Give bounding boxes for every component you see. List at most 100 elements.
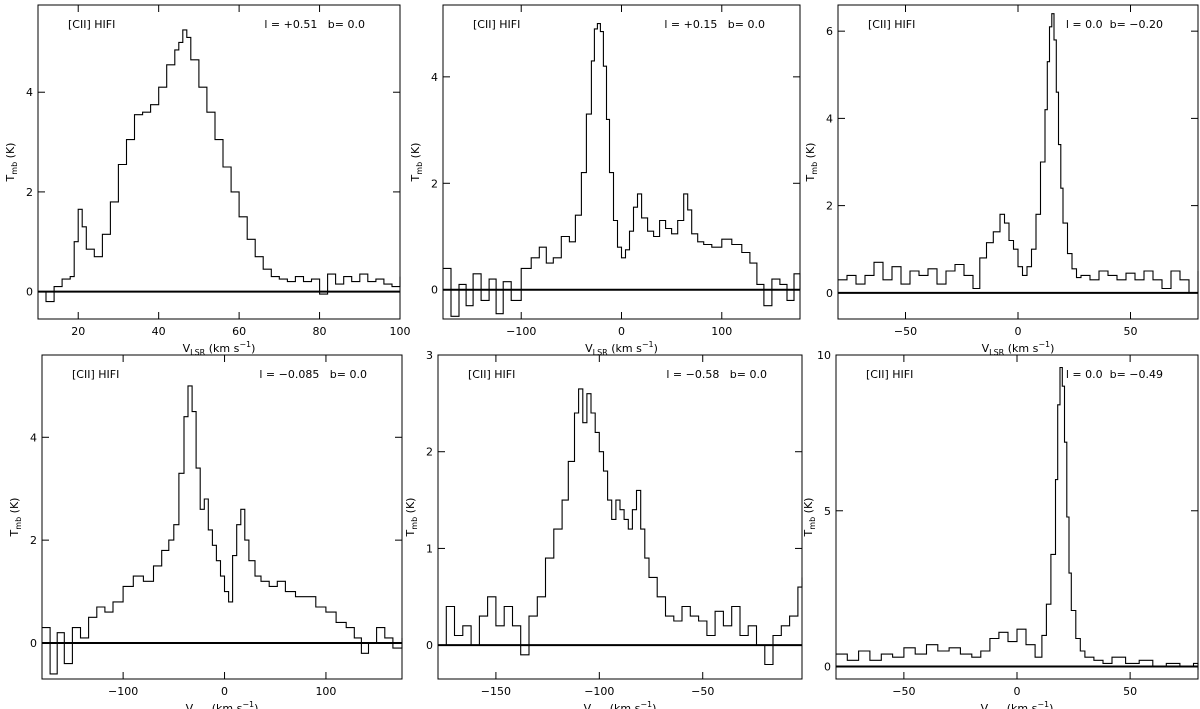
y-axis-title: Tmb (K) <box>409 143 424 183</box>
x-axis-title-exp: −1 <box>1037 700 1049 709</box>
y-axis-title-sub: mb <box>810 162 819 175</box>
x-tick-label: −100 <box>108 685 138 698</box>
x-tick-label: 80 <box>313 325 327 338</box>
x-tick-label: −100 <box>584 685 614 698</box>
y-axis-title-sub: mb <box>410 517 419 530</box>
x-axis-title-unit: (km s <box>1004 342 1038 355</box>
x-axis-title-close: ) <box>1049 702 1053 709</box>
x-tick-label: 100 <box>390 325 411 338</box>
x-axis-title-close: ) <box>251 342 255 355</box>
spectrum-trace <box>38 29 401 303</box>
x-tick-label: 0 <box>618 325 625 338</box>
spectrum-trace <box>838 13 1199 294</box>
plot-frame <box>37 4 401 320</box>
y-axis-title: Tmb (K) <box>404 498 419 538</box>
coords-label: l = +0.15 b= 0.0 <box>664 18 765 31</box>
x-axis-title-close: ) <box>654 342 658 355</box>
x-axis-title: VLSR (km s−1) <box>981 700 1054 709</box>
x-axis-title-main: V <box>585 342 593 355</box>
x-axis-title-close: ) <box>1050 342 1054 355</box>
y-axis-title: Tmb (K) <box>802 498 817 538</box>
y-tick-label: 4 <box>431 71 438 84</box>
y-axis-title-main: T <box>804 174 817 182</box>
y-tick-label: 2 <box>30 534 37 547</box>
y-tick-label: 0 <box>431 284 438 297</box>
plot-frame <box>442 4 801 320</box>
y-axis-title-sub: mb <box>14 517 23 530</box>
y-tick-label: 4 <box>826 112 833 125</box>
x-tick-label: 20 <box>71 325 85 338</box>
x-axis-title-sub: LSR <box>989 348 1005 357</box>
y-tick-label: 3 <box>426 349 433 362</box>
line-label: [CII] HIFI <box>468 368 515 381</box>
x-tick-label: −50 <box>892 685 915 698</box>
y-axis-title-main: T <box>404 529 417 537</box>
x-tick-label: −50 <box>894 325 917 338</box>
x-axis-title-exp: −1 <box>1038 340 1050 349</box>
x-axis-title-main: V <box>584 702 592 709</box>
x-axis-title-sub: LSR <box>593 348 609 357</box>
y-axis-title: Tmb (K) <box>804 143 819 183</box>
spectrum-panel-2: −100 0 100 0 2 4 [CII] HIFI l = +0.15 b= 0.0 VLS… <box>409 4 801 357</box>
y-axis-title-main: T <box>8 529 21 537</box>
y-tick-label: 5 <box>824 505 831 518</box>
y-axis-title-unit: (K) <box>802 498 815 517</box>
x-tick-label: 0 <box>1015 325 1022 338</box>
coords-label: l = 0.0 b= −0.20 <box>1066 18 1163 31</box>
x-axis-title-exp: −1 <box>642 340 654 349</box>
x-tick-label: 50 <box>1124 325 1138 338</box>
y-axis-title-sub: mb <box>415 162 424 175</box>
spectrum-panel-4: −100 0 100 0 2 4 [CII] HIFI l = −0.085 b= 0.0 VL… <box>8 354 403 709</box>
x-axis-title: VLSR (km s−1) <box>982 340 1055 357</box>
y-tick-label: 2 <box>426 446 433 459</box>
y-tick-label: 0 <box>30 637 37 650</box>
line-label: [CII] HIFI <box>473 18 520 31</box>
y-tick-label: 0 <box>826 287 833 300</box>
x-axis-title-main: V <box>183 342 191 355</box>
x-axis-title: VLSR (km s−1) <box>186 700 259 709</box>
x-axis-title-unit: (km s <box>205 342 239 355</box>
spectrum-trace <box>438 388 803 666</box>
x-tick-label: 100 <box>711 325 732 338</box>
y-axis-title-sub: mb <box>10 162 19 175</box>
x-tick-label: 0 <box>1014 685 1021 698</box>
plot-frame <box>41 354 403 680</box>
x-tick-label: 40 <box>152 325 166 338</box>
spectrum-panel-1: 20 40 60 80 100 0 2 4 [CII] HIFI l = +0.51 b= 0.0… <box>4 4 411 357</box>
y-axis-title-sub: mb <box>808 517 817 530</box>
y-tick-label: 2 <box>26 186 33 199</box>
y-axis-title-unit: (K) <box>409 143 422 162</box>
line-label: [CII] HIFI <box>68 18 115 31</box>
y-tick-label: 0 <box>26 286 33 299</box>
x-tick-label: −50 <box>691 685 714 698</box>
y-tick-label: 6 <box>826 25 833 38</box>
x-axis-title-exp: −1 <box>640 700 652 709</box>
y-tick-label: 10 <box>817 349 831 362</box>
y-tick-label: 1 <box>426 542 433 555</box>
coords-label: l = 0.0 b= −0.49 <box>1066 368 1163 381</box>
x-axis-title-main: V <box>981 702 989 709</box>
x-axis-title-main: V <box>982 342 990 355</box>
y-axis-title: Tmb (K) <box>4 143 19 183</box>
coords-label: l = −0.58 b= 0.0 <box>666 368 767 381</box>
x-axis-title-unit: (km s <box>1003 702 1037 709</box>
x-tick-label: −150 <box>481 685 511 698</box>
y-axis-title-unit: (K) <box>404 498 417 517</box>
x-axis-title-exp: −1 <box>242 700 254 709</box>
y-axis-title-main: T <box>802 529 815 537</box>
x-tick-label: 100 <box>315 685 336 698</box>
x-tick-label: 50 <box>1123 685 1137 698</box>
y-tick-label: 4 <box>30 431 37 444</box>
coords-label: l = −0.085 b= 0.0 <box>259 368 367 381</box>
y-axis-title-unit: (K) <box>804 143 817 162</box>
y-tick-label: 4 <box>26 86 33 99</box>
x-axis-title: VLSR (km s−1) <box>584 700 657 709</box>
x-axis-title-close: ) <box>652 702 656 709</box>
spectrum-panel-3: −50 0 50 0 2 4 6 [CII] HIFI l = 0.0 b= −0.20 VLSR… <box>804 4 1199 357</box>
x-tick-label: 60 <box>232 325 246 338</box>
x-axis-title-unit: (km s <box>606 702 640 709</box>
x-axis-title-exp: −1 <box>239 340 251 349</box>
spectrum-panel-5: −150 −100 −50 0 1 2 3 [CII] HIFI l = −0.58 b= 0.… <box>404 349 803 709</box>
